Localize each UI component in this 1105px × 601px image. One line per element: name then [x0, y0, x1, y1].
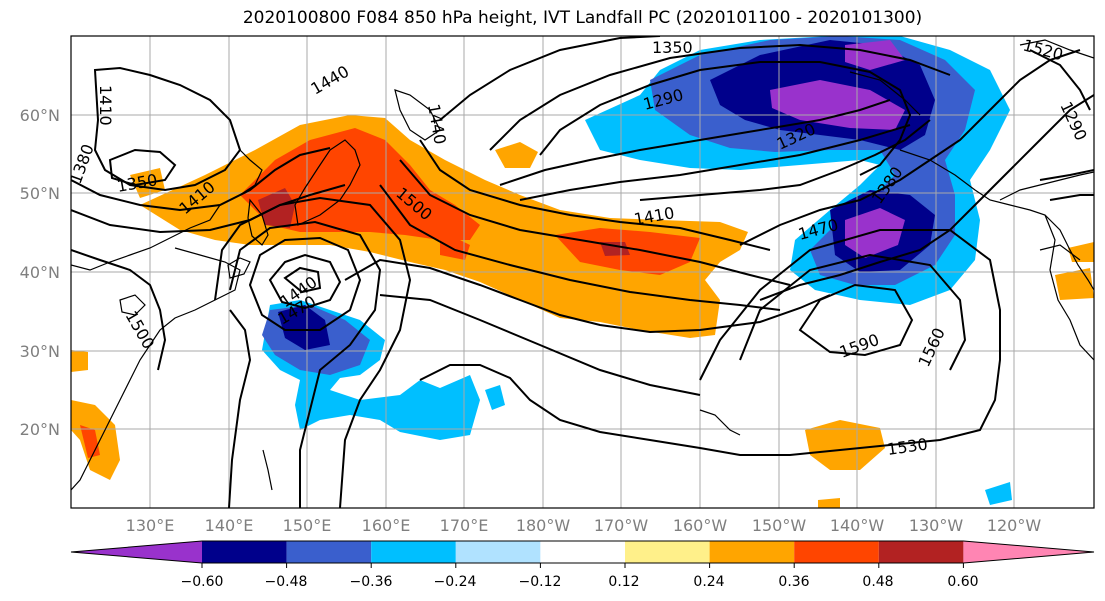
latitude-labels: 60°N 50°N 40°N 30°N 20°N: [20, 106, 60, 439]
colorbar-swatch: [371, 541, 456, 563]
lon-label: 160°W: [673, 516, 728, 535]
colorbar: −0.60 −0.48 −0.36 −0.24 −0.12 0.12 0.24 …: [70, 540, 1095, 590]
ivt-shading: [71, 36, 1094, 508]
colorbar-tick-label: 0.48: [862, 574, 893, 590]
height-contours: [71, 36, 1094, 508]
lon-label: 130°E: [126, 516, 175, 535]
colorbar-tick-label: −0.36: [350, 574, 393, 590]
contour-label: 1350: [652, 38, 693, 57]
colorbar-swatch: [286, 541, 372, 563]
colorbar-tick-label: −0.48: [265, 574, 308, 590]
colorbar-swatch: [878, 541, 964, 563]
colorbar-swatch: [709, 541, 795, 563]
colorbar-swatch: [963, 541, 1094, 563]
colorbar-tick-label: −0.24: [434, 574, 477, 590]
colorbar-tick-label: 0.36: [778, 574, 809, 590]
colorbar-swatch: [455, 541, 541, 563]
colorbar-swatch: [540, 541, 625, 563]
lon-label: 120°W: [987, 516, 1042, 535]
lon-label: 140°E: [205, 516, 254, 535]
map-plot-area: 1350 1440 1410 1380 1350 1410 1440 1500 …: [70, 35, 1095, 509]
contour-label: 1410: [96, 85, 115, 126]
map-title: 2020100800 F084 850 hPa height, IVT Land…: [242, 8, 923, 28]
lon-label: 150°E: [283, 516, 332, 535]
negative-anomaly-core: [770, 80, 905, 130]
colorbar-tick-label: 0.60: [947, 574, 978, 590]
lon-label: 170°E: [440, 516, 489, 535]
lon-label: 130°W: [909, 516, 964, 535]
colorbar-swatch: [202, 541, 287, 563]
lon-label: 170°W: [594, 516, 649, 535]
lat-label: 40°N: [20, 263, 60, 282]
lon-label: 140°W: [830, 516, 885, 535]
colorbar-swatch: [794, 541, 879, 563]
colorbar-tick-labels: −0.60 −0.48 −0.36 −0.24 −0.12 0.12 0.24 …: [181, 574, 979, 590]
lon-label: 150°W: [752, 516, 807, 535]
lat-label: 50°N: [20, 184, 60, 203]
colorbar-swatch: [71, 541, 202, 563]
colorbar-tick-label: −0.60: [181, 574, 224, 590]
lon-label: 180°W: [516, 516, 571, 535]
positive-anomaly-core: [258, 188, 295, 228]
colorbar-tick-label: −0.12: [519, 574, 562, 590]
coastlines: [71, 39, 1094, 491]
lat-label: 60°N: [20, 106, 60, 125]
longitude-labels: 130°E 140°E 150°E 160°E 170°E 180°W 170°…: [126, 516, 1042, 535]
colorbar-tick-label: 0.12: [608, 574, 639, 590]
lon-label: 160°E: [362, 516, 411, 535]
lat-label: 20°N: [20, 420, 60, 439]
colorbar-swatch: [625, 541, 710, 563]
lat-label: 30°N: [20, 342, 60, 361]
colorbar-ticks: [201, 563, 964, 568]
colorbar-tick-label: 0.24: [693, 574, 724, 590]
colorbar-swatches: [70, 540, 1095, 564]
